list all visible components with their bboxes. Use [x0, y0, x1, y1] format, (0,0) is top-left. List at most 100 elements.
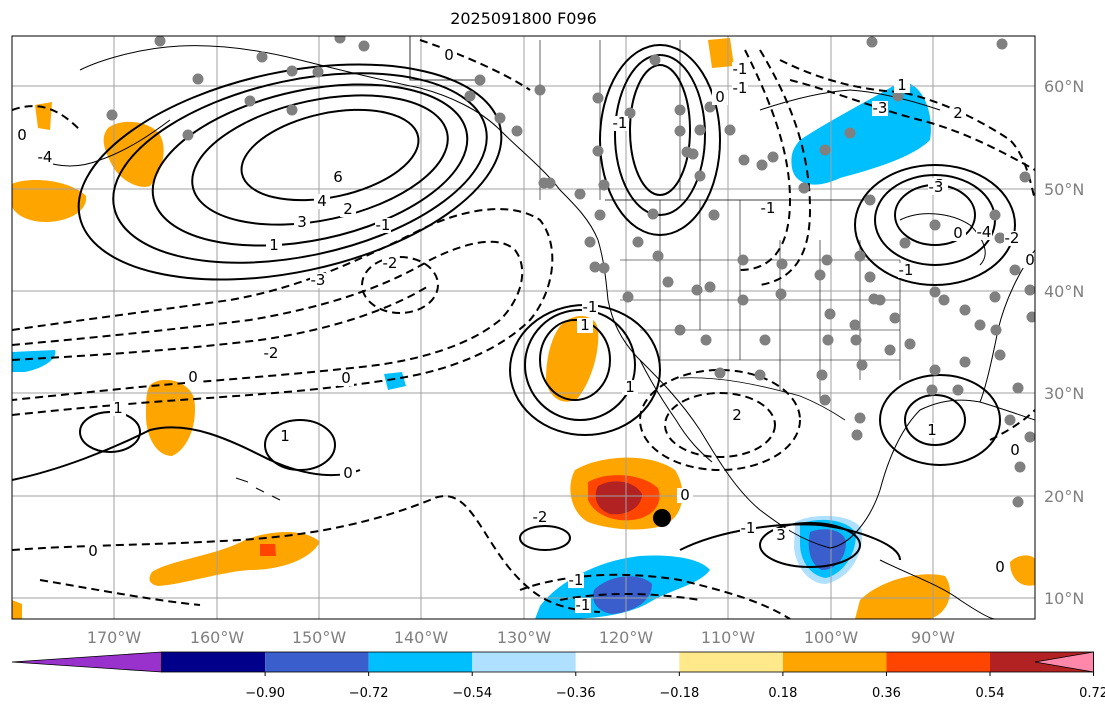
- station-dot: [854, 412, 866, 424]
- contour-neg-2: [12, 240, 524, 401]
- station-dot: [687, 148, 699, 160]
- contour-label: -1: [733, 60, 748, 78]
- lon-label: 110°W: [701, 628, 756, 647]
- contour-label-bg: [872, 101, 888, 116]
- station-dot: [974, 319, 986, 331]
- station-dot: [724, 124, 736, 136]
- shade-orange-bottom-left: [12, 600, 22, 619]
- contour-label: 1: [280, 427, 290, 445]
- map-title: 2025091800 F096: [450, 9, 597, 28]
- colorbar-tick-label: 0.72: [1079, 686, 1105, 701]
- station-dot: [598, 179, 610, 191]
- contour-gl-3: [854, 164, 1016, 286]
- station-dot: [889, 312, 901, 324]
- station-dot: [959, 356, 971, 368]
- contour-label-bg: [924, 423, 940, 438]
- contour-label-bg: [1022, 253, 1035, 268]
- contour-label: -2: [264, 344, 279, 362]
- contour-high-pac-2: [191, 94, 449, 226]
- station-dot: [866, 36, 878, 48]
- contour-neg-mexico-2: [664, 392, 776, 458]
- contour-neg-4: [361, 256, 439, 314]
- contour-label-bg: [582, 300, 598, 315]
- contour-baja-1: [539, 319, 611, 401]
- lat-label: 10°N: [1044, 589, 1084, 608]
- contour-label-bg: [740, 521, 756, 536]
- station-dot: [694, 124, 706, 136]
- contour-label: 0: [188, 368, 198, 386]
- station-dot: [691, 284, 703, 296]
- latitude-labels: 60°N 50°N 40°N 30°N 20°N 10°N: [1044, 77, 1084, 608]
- colorbar-segment: [575, 652, 680, 672]
- contour-label: 0: [341, 369, 351, 387]
- station-dot: [674, 104, 686, 116]
- lon-label: 90°W: [911, 628, 955, 647]
- station-dot: [286, 104, 298, 116]
- contour-label: 0: [1010, 441, 1020, 459]
- lon-label: 140°W: [394, 628, 449, 647]
- contour-label-bg: [532, 510, 548, 525]
- contour-neg-south-2: [39, 579, 201, 606]
- contour-label-bg: [266, 238, 282, 253]
- station-dot: [767, 151, 779, 163]
- coast-baja: [639, 359, 713, 463]
- lon-label: 170°W: [87, 628, 142, 647]
- contour-high-pac-4: [112, 72, 488, 264]
- contour-label-bg: [314, 194, 330, 209]
- contour-gulf-1: [904, 394, 966, 446]
- contour-label: 0: [715, 88, 725, 106]
- shade-blue-west-edge: [12, 350, 56, 372]
- contour-label: 0: [680, 486, 690, 504]
- station-dot: [622, 291, 634, 303]
- colorbar-tick-label: 0.36: [872, 686, 901, 701]
- contour-label-bg: [976, 225, 992, 240]
- graticule: [12, 36, 1035, 619]
- contour-label-bg: [294, 215, 310, 230]
- contour-label: 0: [343, 464, 353, 482]
- contour-label: -1: [583, 298, 598, 316]
- station-dot: [534, 84, 546, 96]
- contour-label: -2: [383, 254, 398, 272]
- station-dot: [652, 250, 664, 262]
- contour-label: 1: [269, 236, 279, 254]
- shade-darkred-storm: [595, 481, 642, 515]
- contour-label-bg: [712, 90, 728, 105]
- station-dot: [192, 73, 204, 85]
- contour-label: 2: [953, 104, 963, 122]
- contour-neg-south-4: [559, 593, 701, 601]
- coast-hawaii: [235, 477, 281, 501]
- station-dot: [874, 294, 886, 306]
- lon-label: 100°W: [804, 628, 859, 647]
- contour-label-bg: [612, 116, 628, 131]
- lon-label: 120°W: [599, 628, 654, 647]
- shade-red-central-pac: [260, 544, 276, 556]
- station-dot: [996, 38, 1008, 50]
- station-dot: [856, 359, 868, 371]
- colorbar-tick-label: −0.90: [245, 686, 285, 701]
- station-dot: [312, 66, 324, 78]
- contour-label-bg: [894, 78, 910, 93]
- colorbar-segment: [472, 652, 576, 672]
- station-dot: [989, 209, 1001, 221]
- contour-label: 0: [953, 224, 963, 242]
- station-dot: [819, 144, 831, 156]
- station-dot: [674, 324, 686, 336]
- contour-label-bg: [338, 371, 354, 386]
- contour-neg-9: [789, 79, 1035, 171]
- contour-label-bg: [110, 401, 126, 416]
- station-dot: [1014, 461, 1026, 473]
- station-dot: [584, 236, 596, 248]
- contour-label-bg: [185, 370, 201, 385]
- station-dot: [994, 232, 1006, 244]
- contour-label: 2: [732, 406, 742, 424]
- contour-label-bg: [729, 408, 745, 423]
- contour-label: 1: [580, 316, 590, 334]
- station-dot: [899, 237, 911, 249]
- contour-neg-south-3: [519, 573, 791, 619]
- station-dot: [821, 254, 833, 266]
- border-canada-2: [409, 36, 480, 81]
- coast-great-lakes: [899, 213, 986, 266]
- lon-label: 160°W: [190, 628, 245, 647]
- contour-label-bg: [1007, 443, 1023, 458]
